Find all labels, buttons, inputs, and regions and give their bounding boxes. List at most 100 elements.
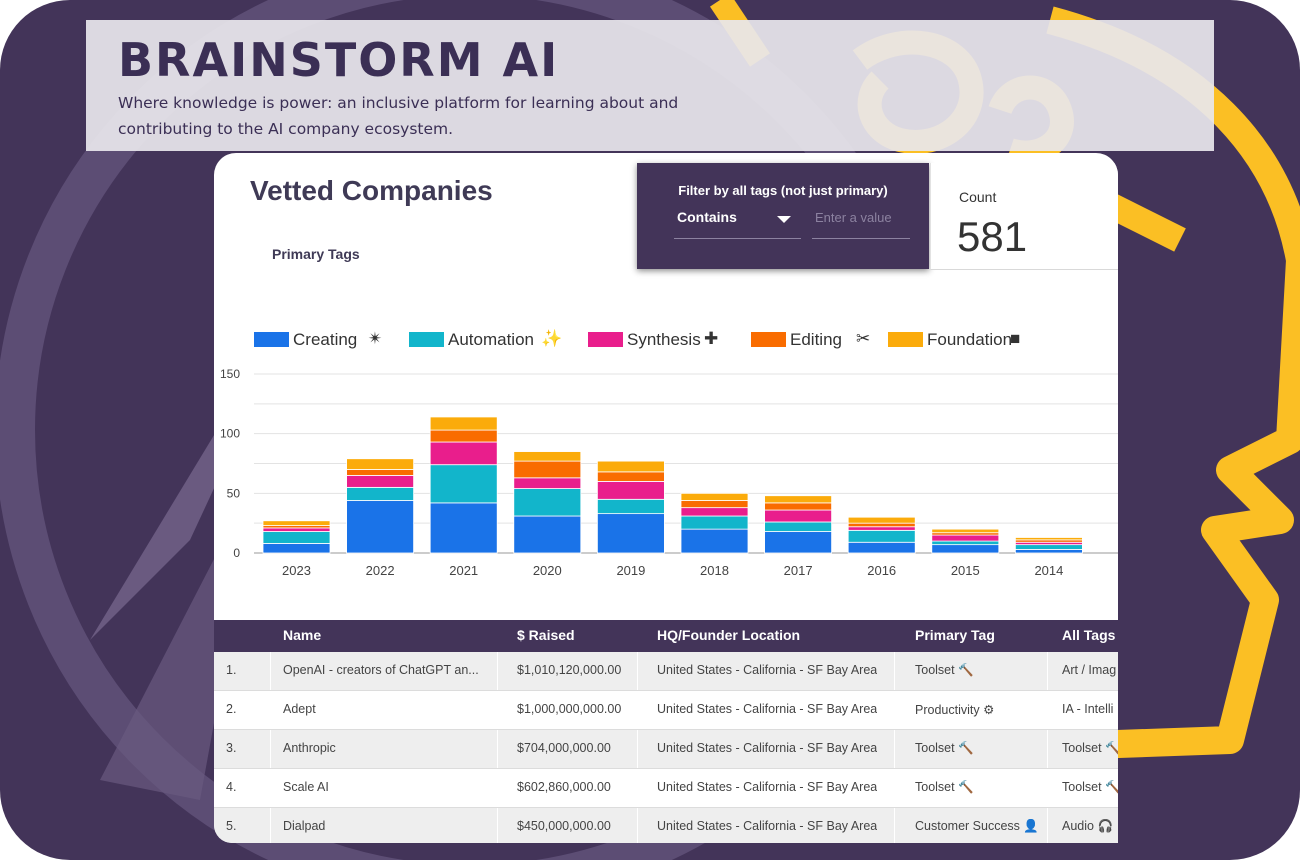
- x-tick-label: 2019: [616, 563, 645, 578]
- bar-segment-foundation: [1015, 537, 1083, 541]
- bar-segment-foundation: [680, 492, 749, 501]
- bar-segment-foundation: [429, 416, 498, 431]
- brand-banner: BRAINSTORM AI Where knowledge is power: …: [86, 20, 1214, 151]
- primary-tags-label: Primary Tags: [272, 246, 360, 262]
- column-divider: [1047, 769, 1048, 807]
- column-header-raised[interactable]: $ Raised: [517, 627, 575, 643]
- all-tags: IA - Intelli: [1062, 702, 1114, 716]
- amount-raised: $1,010,120,000.00: [517, 663, 622, 677]
- company-name: Anthropic: [283, 741, 336, 755]
- bar-segment-foundation: [513, 451, 582, 462]
- x-tick-label: 2018: [700, 563, 729, 578]
- primary-tag: Productivity ⚙: [915, 703, 995, 717]
- tag-filter-control: Filter by all tags (not just primary) Co…: [637, 163, 929, 269]
- company-name: Dialpad: [283, 819, 326, 833]
- legend-label: Editing: [790, 330, 842, 349]
- filter-value-input[interactable]: Enter a value: [812, 207, 910, 239]
- brand-title: BRAINSTORM AI: [118, 33, 560, 87]
- x-tick-label: 2015: [951, 563, 980, 578]
- column-divider: [637, 808, 638, 843]
- bar-segment-automation: [847, 529, 916, 543]
- hq-location: United States - California - SF Bay Area: [657, 819, 878, 833]
- tagline-line: Where knowledge is power: an inclusive p…: [118, 94, 679, 112]
- bar-segment-automation: [429, 464, 498, 504]
- x-tick-label: 2017: [784, 563, 813, 578]
- bar-segment-creating: [262, 543, 331, 554]
- column-header-name[interactable]: Name: [283, 627, 322, 643]
- legend-swatch: [254, 332, 289, 347]
- column-divider: [894, 652, 895, 690]
- amount-raised: $602,860,000.00: [517, 780, 611, 794]
- table-row[interactable]: 2. Adept $1,000,000,000.00 United States - …: [214, 691, 1118, 730]
- bar-segment-automation: [513, 488, 582, 517]
- column-header-primary-tag[interactable]: Primary Tag: [915, 627, 995, 643]
- column-divider: [497, 652, 498, 690]
- legend-swatch: [588, 332, 623, 347]
- column-divider: [894, 808, 895, 843]
- column-divider: [270, 769, 271, 807]
- table-row[interactable]: 3. Anthropic $704,000,000.00 United States …: [214, 730, 1118, 769]
- bar-segment-automation: [680, 515, 749, 530]
- y-tick-label: 100: [220, 427, 240, 441]
- x-tick-label: 2022: [366, 563, 395, 578]
- bar-segment-foundation: [847, 516, 916, 524]
- table-row[interactable]: 5. Dialpad $450,000,000.00 United States - …: [214, 808, 1118, 843]
- bar-segment-creating: [346, 500, 415, 554]
- amount-raised: $450,000,000.00: [517, 819, 611, 833]
- bar-segment-editing: [513, 460, 582, 479]
- bar-segment-automation: [346, 486, 415, 501]
- column-divider: [1047, 730, 1048, 768]
- bar-segment-editing: [764, 502, 832, 511]
- primary-tag: Toolset 🔨: [915, 780, 974, 794]
- bar-segment-creating: [429, 502, 498, 554]
- column-divider: [637, 730, 638, 768]
- filter-label: Filter by all tags (not just primary): [678, 183, 888, 198]
- hq-location: United States - California - SF Bay Area: [657, 663, 878, 677]
- row-number: 1.: [226, 663, 237, 677]
- column-divider: [1047, 808, 1048, 843]
- column-divider: [497, 691, 498, 729]
- bar-segment-creating: [680, 528, 749, 554]
- filter-value-placeholder: Enter a value: [815, 210, 892, 225]
- legend-swatch: [751, 332, 786, 347]
- bar-segment-automation: [931, 540, 1000, 546]
- column-divider: [1047, 652, 1048, 690]
- sparkle-burst-icon: ✴: [368, 329, 383, 348]
- bar-segment-editing: [680, 500, 749, 509]
- legend-swatch: [409, 332, 444, 347]
- company-name: OpenAI - creators of ChatGPT an...: [283, 663, 479, 677]
- column-divider: [270, 652, 271, 690]
- count-value: 581: [957, 213, 1028, 260]
- all-tags: Art / Imag: [1062, 663, 1117, 677]
- table-row[interactable]: 4. Scale AI $602,860,000.00 United States -…: [214, 769, 1118, 808]
- bar-segment-foundation: [346, 458, 415, 470]
- column-divider: [637, 691, 638, 729]
- row-number: 2.: [226, 702, 237, 716]
- filter-operator-dropdown[interactable]: Contains: [674, 207, 801, 239]
- column-divider: [637, 769, 638, 807]
- tagline-line: contributing to the AI company ecosystem…: [118, 120, 454, 138]
- row-number: 5.: [226, 819, 237, 833]
- column-header-location[interactable]: HQ/Founder Location: [657, 627, 801, 643]
- bar-segment-synthesis: [680, 507, 749, 517]
- table-row[interactable]: 1. OpenAI - creators of ChatGPT an... $1,0…: [214, 652, 1118, 691]
- all-tags: Toolset 🔨: [1062, 780, 1118, 794]
- bar-segment-automation: [262, 531, 331, 544]
- all-tags: Audio 🎧: [1062, 819, 1114, 833]
- amount-raised: $704,000,000.00: [517, 741, 611, 755]
- y-tick-label: 50: [227, 486, 241, 500]
- count-scorecard: Count 581: [930, 163, 1118, 270]
- bar-segment-automation: [1015, 544, 1083, 550]
- column-divider: [270, 808, 271, 843]
- x-tick-label: 2021: [449, 563, 478, 578]
- bar-segment-creating: [596, 513, 665, 554]
- filter-operator-value: Contains: [677, 209, 737, 225]
- bar-segment-foundation: [596, 460, 665, 473]
- bar-segment-foundation: [764, 495, 832, 504]
- x-tick-label: 2020: [533, 563, 562, 578]
- bar-segment-foundation: [262, 520, 331, 526]
- column-header-all-tags[interactable]: All Tags: [1062, 627, 1116, 643]
- bar-segment-synthesis: [847, 526, 916, 531]
- primary-tag: Toolset 🔨: [915, 741, 974, 755]
- legend-label: Creating: [293, 330, 358, 349]
